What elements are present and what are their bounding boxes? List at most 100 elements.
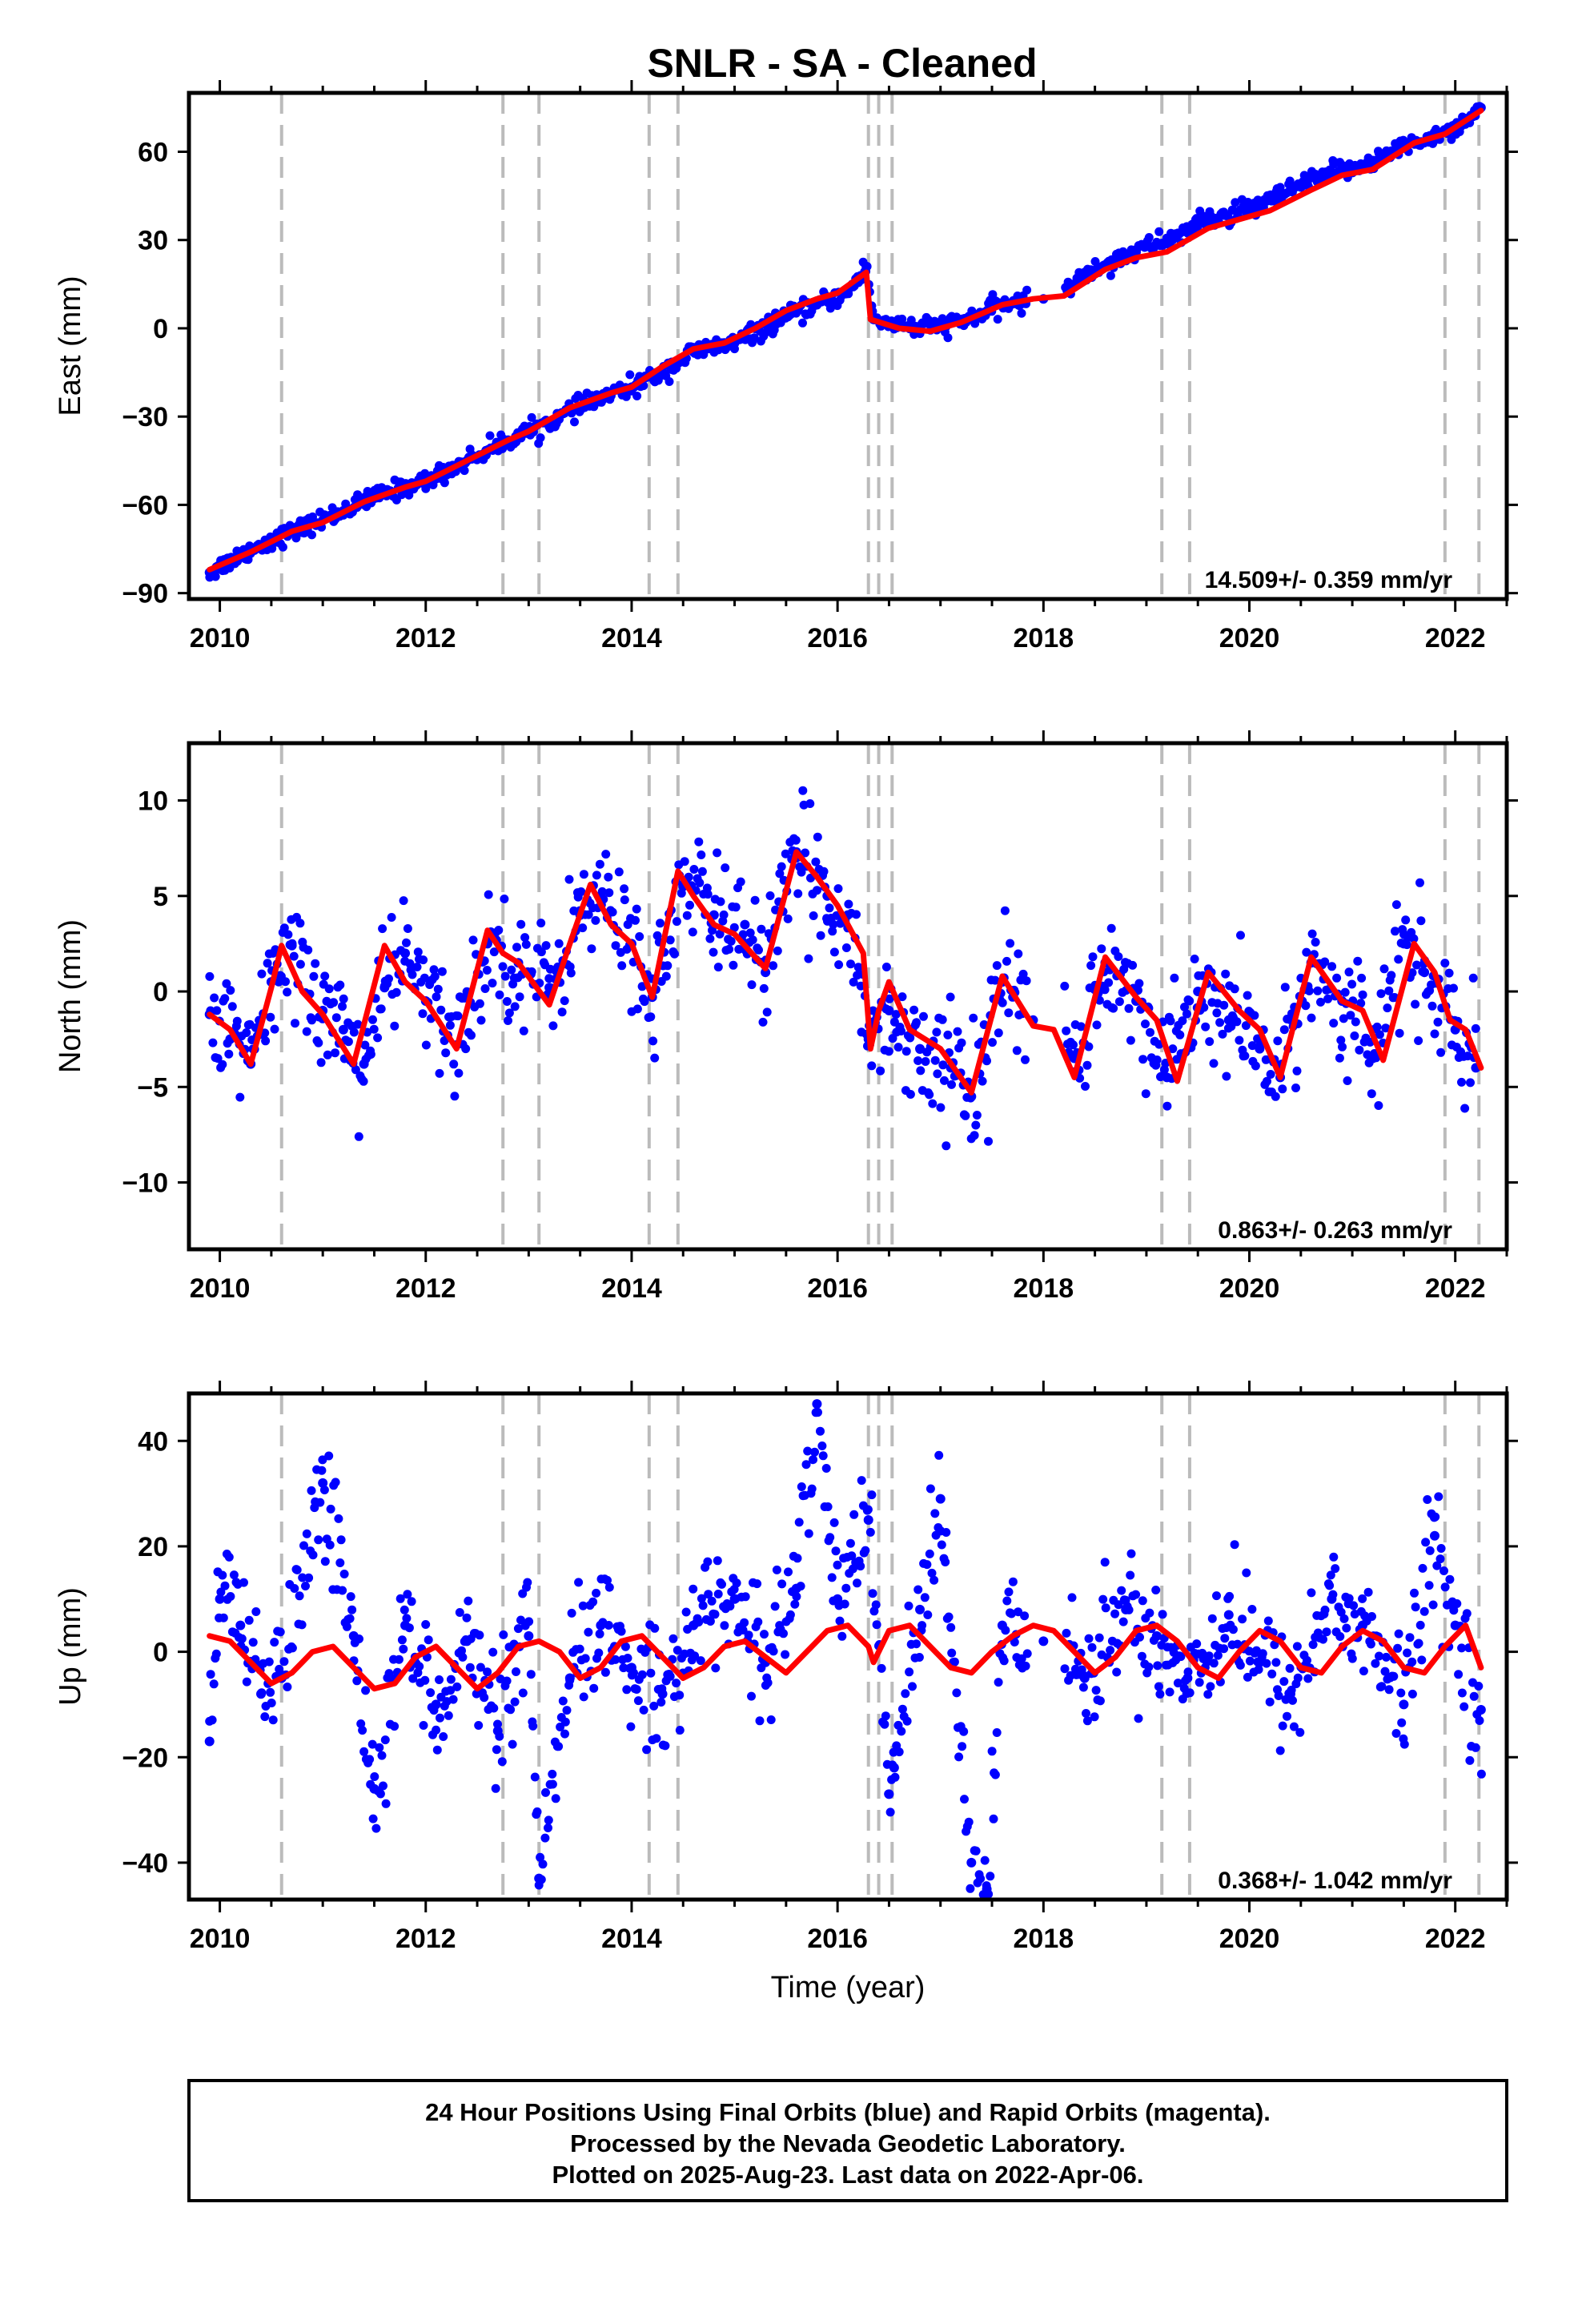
observation-point — [823, 1502, 833, 1511]
observation-point — [278, 542, 287, 552]
observation-point — [831, 1546, 841, 1556]
x-tick-label: 2010 — [190, 1924, 251, 1954]
observation-point — [1351, 1017, 1360, 1027]
observation-point — [345, 1614, 355, 1623]
observation-point — [1363, 1587, 1373, 1597]
x-tick-label: 2016 — [807, 1273, 868, 1304]
observation-point — [295, 919, 305, 928]
observation-point — [433, 984, 443, 994]
observation-point — [1114, 997, 1124, 1007]
observation-point — [675, 1726, 685, 1735]
y-tick-label: 0 — [153, 977, 168, 1007]
observation-point — [696, 1656, 705, 1666]
observation-point — [1304, 986, 1314, 995]
observation-point — [1329, 1019, 1339, 1028]
observation-point — [1396, 1688, 1406, 1698]
observation-point — [1307, 1588, 1316, 1598]
observation-point — [353, 1019, 363, 1029]
observation-point — [849, 977, 858, 987]
observation-point — [291, 1019, 299, 1028]
observation-point — [816, 1426, 825, 1436]
observation-point — [867, 1490, 877, 1500]
model-line — [207, 107, 1484, 573]
observation-point — [732, 1578, 741, 1588]
observation-point — [748, 935, 757, 945]
footer-box: 24 Hour Positions Using Final Orbits (bl… — [187, 2079, 1508, 2202]
observation-point — [205, 971, 215, 981]
observation-point — [841, 1583, 851, 1593]
observation-point — [1384, 986, 1394, 995]
observation-point — [816, 931, 825, 940]
observation-point — [884, 1047, 893, 1056]
observation-point — [961, 1111, 970, 1120]
observation-point — [465, 1663, 475, 1672]
observation-point — [1395, 1028, 1404, 1038]
observation-point — [421, 1620, 431, 1629]
observation-point — [1278, 1084, 1287, 1094]
observation-point — [1081, 1082, 1090, 1091]
observation-point — [446, 1686, 456, 1695]
observation-point — [791, 1583, 801, 1594]
observation-point — [444, 1711, 453, 1720]
observation-point — [930, 1575, 939, 1585]
observation-point — [853, 1578, 861, 1588]
observation-point — [943, 1030, 953, 1039]
observation-point — [753, 1617, 763, 1626]
observation-point — [402, 1614, 412, 1623]
observation-point — [1162, 1101, 1172, 1111]
observation-point — [1419, 967, 1430, 978]
observation-point — [1389, 1671, 1399, 1681]
observation-point — [216, 1587, 226, 1597]
observation-point — [791, 835, 801, 845]
observation-point — [325, 1540, 335, 1550]
observation-point — [922, 1560, 932, 1570]
observation-point — [1434, 1492, 1443, 1502]
observation-point — [351, 1065, 360, 1075]
x-tick-label: 2012 — [396, 1924, 456, 1954]
observation-point — [905, 1667, 914, 1677]
observation-point — [454, 1068, 464, 1078]
observation-point — [329, 998, 339, 1007]
observation-point — [1242, 1568, 1251, 1578]
observation-point — [488, 979, 497, 988]
observation-point — [408, 1674, 418, 1683]
observation-point — [928, 1099, 938, 1108]
observation-point — [1014, 1607, 1023, 1617]
observation-point — [980, 1856, 990, 1865]
observation-point — [725, 944, 734, 954]
observation-point — [1162, 235, 1172, 245]
observation-point — [1084, 1634, 1094, 1643]
observation-point — [986, 1872, 995, 1881]
observation-point — [524, 1630, 534, 1641]
observation-point — [1320, 1605, 1330, 1614]
observation-point — [497, 1757, 507, 1767]
observation-point — [708, 926, 717, 935]
observation-point — [784, 1567, 793, 1577]
observation-point — [1000, 906, 1010, 915]
observation-point — [455, 1608, 464, 1617]
observation-point — [1444, 968, 1454, 978]
observation-point — [1384, 1685, 1394, 1695]
observation-point — [1086, 961, 1096, 971]
observation-point — [1100, 1558, 1110, 1567]
observation-point — [934, 1450, 944, 1460]
observation-point — [603, 1575, 612, 1585]
observation-point — [1289, 1722, 1299, 1731]
observation-point — [578, 923, 588, 933]
observation-point — [1112, 1667, 1122, 1677]
observation-point — [798, 786, 808, 795]
plot-area — [204, 786, 1484, 1151]
observation-point — [1255, 1043, 1265, 1054]
observation-point — [770, 1602, 780, 1611]
observation-point — [1436, 1047, 1446, 1057]
observation-point — [554, 1742, 564, 1751]
observation-point — [1449, 1606, 1459, 1615]
observation-point — [464, 1596, 473, 1606]
x-tick-label: 2014 — [601, 1273, 662, 1304]
observation-point — [287, 940, 297, 951]
observation-point — [914, 1653, 924, 1662]
observation-point — [528, 1721, 538, 1731]
observation-point — [969, 1917, 978, 1926]
observation-point — [897, 314, 907, 324]
observation-point — [1347, 1654, 1357, 1663]
